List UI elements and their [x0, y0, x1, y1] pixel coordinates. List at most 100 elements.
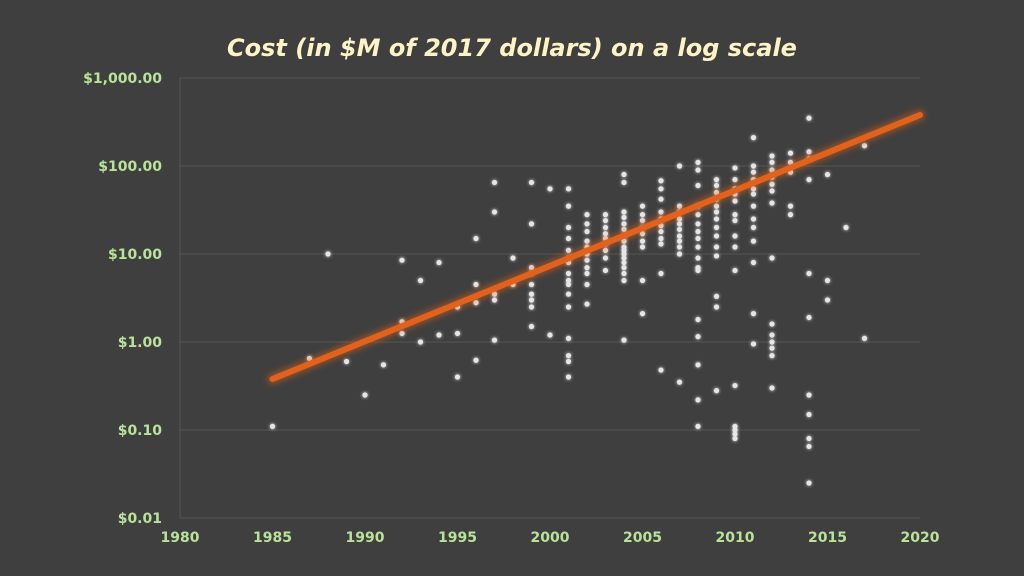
data-point	[824, 171, 831, 178]
data-point	[528, 221, 535, 227]
data-point	[491, 209, 498, 215]
data-point	[528, 179, 535, 186]
data-point	[602, 224, 609, 231]
y-tick-label: $0.10	[118, 423, 163, 439]
data-point	[639, 212, 646, 218]
data-point	[806, 480, 812, 486]
data-point	[621, 214, 627, 221]
data-point	[491, 179, 498, 186]
data-point	[584, 265, 590, 271]
data-point	[750, 169, 757, 175]
data-point	[695, 244, 701, 250]
data-point	[732, 382, 738, 389]
data-point	[732, 217, 738, 224]
data-point	[658, 241, 664, 247]
data-point	[750, 191, 757, 197]
data-point	[695, 159, 701, 165]
data-point	[547, 332, 553, 338]
y-tick-label: $100.00	[98, 159, 162, 175]
data-point	[861, 335, 868, 341]
data-point	[565, 353, 572, 359]
data-point	[713, 304, 720, 310]
x-tick-label: 2020	[901, 530, 940, 546]
data-point	[769, 159, 775, 165]
data-point	[602, 217, 609, 224]
data-point	[473, 235, 479, 242]
data-point	[732, 198, 738, 204]
y-axis-tick-labels: $1,000.00 $100.00 $10.00 $1.00 $0.10 $0.01	[83, 71, 162, 527]
data-point	[732, 165, 738, 171]
data-point	[695, 182, 701, 189]
data-point	[769, 181, 775, 187]
data-point	[380, 362, 387, 368]
data-point	[658, 270, 664, 277]
data-point	[806, 314, 812, 321]
data-point	[806, 435, 812, 442]
data-point	[713, 293, 720, 299]
data-point	[269, 423, 276, 429]
y-tick-label: $1,000.00	[83, 71, 162, 87]
x-tick-label: 1995	[438, 530, 477, 546]
data-point	[436, 332, 442, 338]
y-tick-label: $10.00	[108, 247, 162, 263]
data-point	[806, 270, 812, 277]
data-point	[732, 423, 738, 429]
data-point	[602, 267, 609, 274]
data-point	[565, 291, 572, 297]
data-point	[769, 188, 775, 194]
data-point	[658, 228, 664, 235]
data-point	[695, 397, 701, 403]
gridlines	[179, 77, 920, 519]
data-point	[806, 392, 812, 398]
data-point	[750, 135, 757, 141]
data-point	[584, 238, 590, 244]
data-point	[769, 332, 775, 338]
data-point	[750, 259, 757, 266]
data-point	[639, 203, 646, 209]
data-point	[806, 411, 812, 418]
data-point	[621, 251, 627, 257]
data-point	[750, 216, 757, 222]
data-point	[621, 247, 627, 253]
x-tick-label: 2015	[808, 530, 847, 546]
data-point	[639, 311, 646, 317]
x-tick-label: 2000	[531, 530, 570, 546]
data-point	[621, 337, 627, 343]
data-point	[602, 255, 609, 261]
data-point	[769, 345, 775, 351]
y-tick-label: $1.00	[118, 335, 163, 351]
data-point	[713, 388, 720, 394]
data-point	[713, 209, 720, 215]
data-point	[602, 231, 609, 237]
data-point	[343, 358, 350, 365]
data-point	[732, 267, 738, 274]
data-point	[473, 357, 479, 363]
data-point	[695, 334, 701, 340]
data-point	[732, 244, 738, 250]
data-point	[861, 143, 868, 149]
data-point	[621, 209, 627, 215]
data-point	[695, 221, 701, 227]
data-point	[639, 277, 646, 284]
data-point	[695, 228, 701, 235]
data-point	[491, 337, 498, 343]
data-point	[584, 270, 590, 277]
data-point	[565, 358, 572, 365]
data-point	[769, 385, 775, 391]
data-point	[769, 200, 775, 206]
data-point	[417, 339, 424, 345]
data-point	[510, 255, 516, 261]
data-point	[750, 238, 757, 244]
data-point	[362, 392, 368, 398]
data-point	[824, 297, 831, 303]
data-point	[713, 216, 720, 222]
data-point	[565, 247, 572, 253]
x-tick-label: 1980	[161, 530, 200, 546]
data-point	[565, 304, 572, 310]
trend-line-stroke	[269, 111, 923, 382]
data-point	[843, 224, 849, 231]
data-point	[565, 277, 572, 284]
data-point	[417, 277, 424, 284]
data-point	[695, 267, 701, 274]
data-point	[676, 251, 683, 257]
